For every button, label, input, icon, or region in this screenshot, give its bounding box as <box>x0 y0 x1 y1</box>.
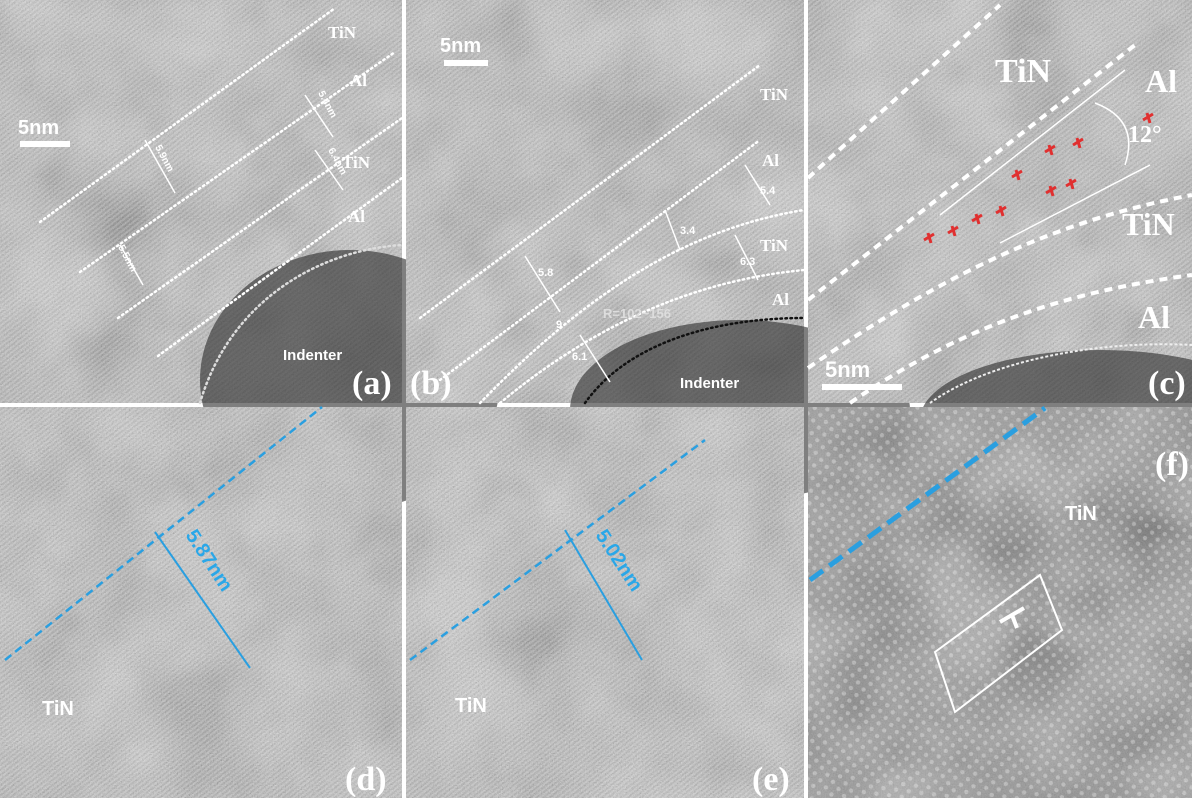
scale-label: 5nm <box>18 117 59 139</box>
layer-label: TiN <box>328 23 357 42</box>
panel-f-bg <box>808 407 1192 798</box>
measure-label: 9 <box>556 319 562 331</box>
scale-bar <box>20 141 70 147</box>
panel-label: (d) <box>345 761 387 798</box>
layer-label: TiN <box>42 698 74 720</box>
panel-label: (f) <box>1155 446 1189 483</box>
layer-label: Al <box>350 71 367 90</box>
scale-bar <box>822 384 902 390</box>
layer-label: TiN <box>1065 503 1097 525</box>
panel-label: (c) <box>1148 365 1186 402</box>
panel-label: (b) <box>410 365 452 402</box>
layer-label: Al <box>762 151 779 170</box>
measure-label: 3.4 <box>680 225 696 237</box>
radius-label: R=102~156 <box>603 306 671 321</box>
angle-label: 12° <box>1128 122 1162 148</box>
indenter-label: Indenter <box>283 347 342 364</box>
scale-label: 5nm <box>825 357 870 382</box>
measure-label: 5.4 <box>760 185 776 197</box>
layer-label: TiN <box>995 53 1052 90</box>
scale-bar <box>444 60 488 66</box>
measure-label: 5.8 <box>538 267 553 279</box>
figure: TiN Al TiN Al 5nm 5.9nm 5.4nm 6.4nm 5.5n… <box>0 0 1192 798</box>
layer-label: Al <box>348 207 365 226</box>
indenter-label: Indenter <box>680 375 739 392</box>
scale-label: 5nm <box>440 35 481 57</box>
layer-label: TiN <box>760 236 789 255</box>
panel-backgrounds <box>0 0 1192 798</box>
layer-label: TiN <box>1122 206 1175 242</box>
panel-label: (e) <box>752 761 790 798</box>
layer-label: Al <box>1138 299 1170 335</box>
panel-e-bg <box>406 407 804 798</box>
layer-label: Al <box>1145 63 1177 99</box>
layer-label: TiN <box>455 695 487 717</box>
panel-label: (a) <box>352 365 392 402</box>
layer-label: TiN <box>760 85 789 104</box>
measure-label: 6.1 <box>572 351 587 363</box>
layer-label: Al <box>772 290 789 309</box>
panel-d-bg <box>0 407 402 798</box>
measure-label: 6.3 <box>740 256 755 268</box>
